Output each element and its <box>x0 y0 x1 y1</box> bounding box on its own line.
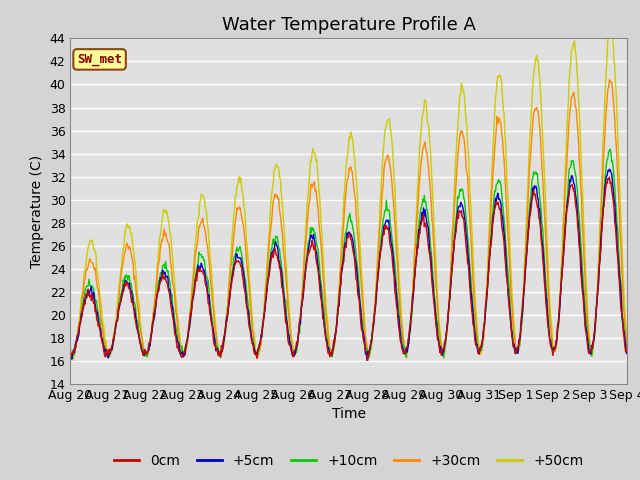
Y-axis label: Temperature (C): Temperature (C) <box>30 155 44 268</box>
Legend: 0cm, +5cm, +10cm, +30cm, +50cm: 0cm, +5cm, +10cm, +30cm, +50cm <box>109 449 589 474</box>
X-axis label: Time: Time <box>332 408 366 421</box>
Title: Water Temperature Profile A: Water Temperature Profile A <box>222 16 476 34</box>
Text: SW_met: SW_met <box>77 53 122 66</box>
